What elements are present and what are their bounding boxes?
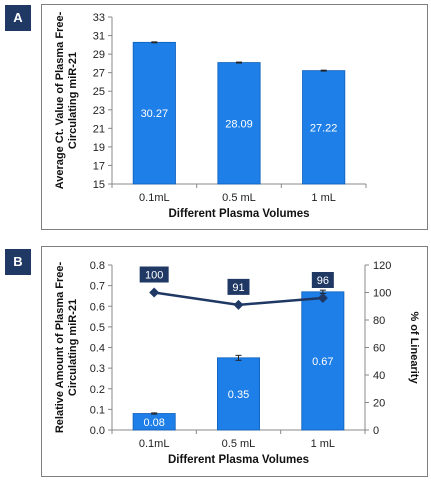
chart-b-data-label: 0.35 bbox=[228, 389, 249, 401]
chart-b-y-tick-label: 0.1 bbox=[90, 404, 105, 416]
chart-a-data-label: 27.22 bbox=[310, 122, 338, 134]
chart-a-y-tick-label: 23 bbox=[93, 105, 105, 117]
chart-a-y-label-line: Average Ct. Value of Plasma Free- bbox=[54, 11, 66, 189]
chart-a-x-tick-label: 0.5 mL bbox=[222, 192, 256, 204]
chart-a-y-tick-label: 15 bbox=[93, 179, 105, 191]
panel-a-badge: A bbox=[5, 5, 31, 31]
chart-a-bar bbox=[302, 70, 346, 185]
chart-b-y-tick-label: 0.7 bbox=[90, 281, 105, 293]
chart-a-y-tick-label: 27 bbox=[93, 68, 105, 80]
chart-a-y-tick-label: 19 bbox=[93, 142, 105, 154]
chart-b-x-label: Different Plasma Volumes bbox=[168, 454, 309, 466]
chart-b-y-tick-label-right: 100 bbox=[373, 288, 391, 300]
chart-b-line-label-box bbox=[227, 278, 250, 295]
chart-a-x-tick-label: 1 mL bbox=[311, 192, 335, 204]
chart-a-bar bbox=[132, 41, 176, 185]
chart-a-y-tick-label: 31 bbox=[93, 31, 105, 43]
chart-b-line-label: 91 bbox=[232, 282, 244, 294]
chart-a-y-tick-label: 21 bbox=[93, 123, 105, 135]
chart-b-line-point bbox=[149, 287, 160, 298]
chart-b-y-tick-label-right: 20 bbox=[373, 398, 385, 410]
chart-a-x-tick-label: 0.1mL bbox=[139, 192, 170, 204]
chart-a-y-tick-label: 33 bbox=[93, 12, 105, 24]
chart-b-y-tick-label: 0.4 bbox=[90, 343, 105, 355]
chart-b-y-tick-label: 0.6 bbox=[90, 301, 105, 313]
chart-a-y-label: Average Ct. Value of Plasma Free-Circula… bbox=[54, 11, 79, 189]
chart-b-line-point bbox=[317, 293, 328, 303]
chart-b-y-label: Relative Amount of Plasma Free-Circulati… bbox=[54, 261, 79, 433]
chart-b-data-label: 0.08 bbox=[143, 417, 164, 429]
chart-b-line-label-box bbox=[139, 266, 169, 283]
chart-b-y-tick-label: 0.3 bbox=[90, 363, 105, 375]
chart-a-bar bbox=[217, 62, 261, 185]
chart-a-y-tick-label: 17 bbox=[93, 160, 105, 172]
chart-a-y-label-line: Circulating miR-21 bbox=[67, 52, 79, 149]
chart-b-x-tick-label: 0.5 mL bbox=[222, 438, 256, 450]
chart-b-line-label: 96 bbox=[317, 275, 329, 287]
chart-a-data-label: 28.09 bbox=[225, 118, 253, 130]
chart-b-data-label: 0.67 bbox=[312, 356, 333, 368]
chart-b-line-label-box bbox=[311, 272, 334, 288]
chart-a-y-tick-label: 29 bbox=[93, 49, 105, 61]
chart-b-y-tick-label-right: 0 bbox=[373, 425, 379, 437]
chart-b-line-point bbox=[233, 299, 244, 310]
chart-a-x-label: Different Plasma Volumes bbox=[168, 208, 309, 220]
chart-b-y-tick-label: 0.0 bbox=[90, 425, 105, 437]
chart-a-data-label: 30.27 bbox=[141, 108, 169, 120]
chart-b-y-tick-label-right: 120 bbox=[373, 260, 391, 272]
chart-b: 0.0 0.1 0.2 0.3 0.4 0.5 0.6 0.7 0.8 0.1mL 0.08 0.5 … bbox=[54, 260, 420, 466]
panel-b-badge: B bbox=[5, 249, 31, 275]
chart-b-y-tick-label: 0.2 bbox=[90, 384, 105, 396]
chart-b-x-tick-label: 1 mL bbox=[311, 438, 335, 450]
chart-b-y-label-right: % of Linearity bbox=[408, 311, 420, 384]
chart-b-y-tick-label-right: 80 bbox=[373, 315, 385, 327]
chart-b-y-label-line: Relative Amount of Plasma Free- bbox=[54, 261, 66, 433]
chart-b-y-tick-label: 0.8 bbox=[90, 260, 105, 272]
chart-b-line-label: 100 bbox=[145, 270, 163, 282]
chart-b-x-tick-label: 0.1mL bbox=[139, 438, 170, 450]
chart-b-y-tick-label: 0.5 bbox=[90, 322, 105, 334]
chart-b-bar bbox=[217, 357, 260, 431]
chart-a: 15 17 19 21 23 25 27 29 31 33 0.1mL 30.27 0.5 mL 28.0… bbox=[54, 11, 367, 220]
chart-b-y-tick-label-right: 60 bbox=[373, 343, 385, 355]
chart-b-y-tick-label-right: 40 bbox=[373, 370, 385, 382]
chart-b-y-label-line: Circulating miR-21 bbox=[67, 299, 79, 396]
chart-a-y-tick-label: 25 bbox=[93, 86, 105, 98]
